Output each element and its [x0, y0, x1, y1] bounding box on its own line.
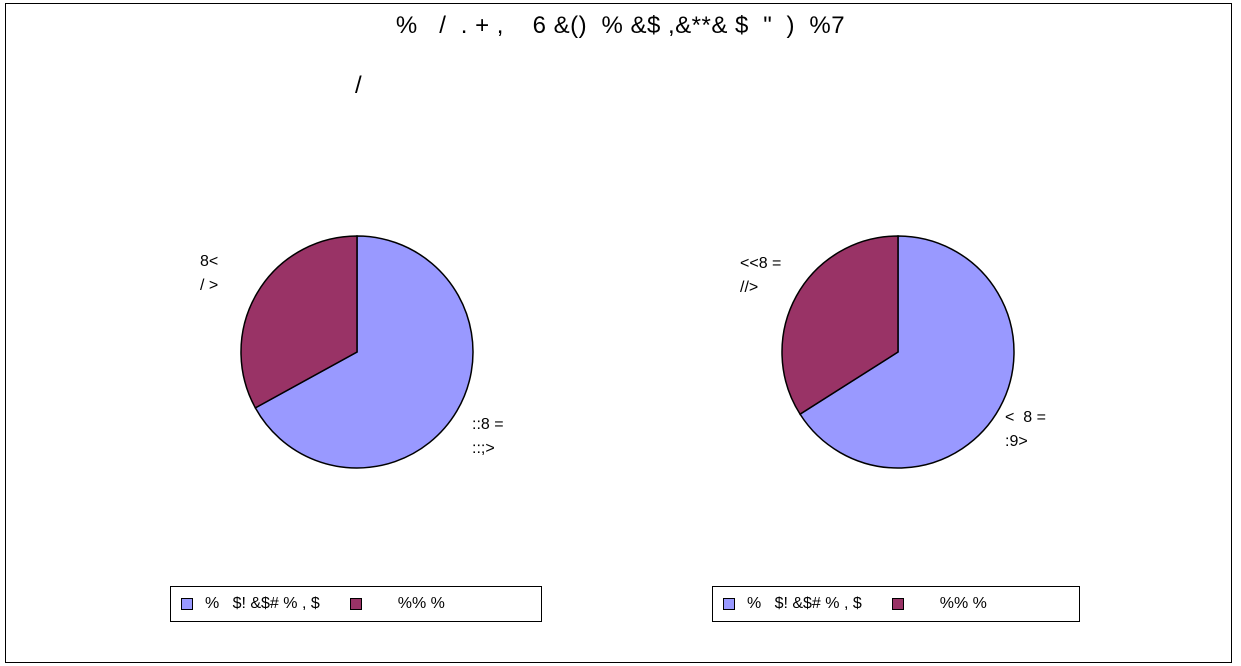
legend-right: % $! &$# % , $ %% %	[712, 586, 1080, 622]
chart-subtitle: /	[355, 72, 362, 99]
slice-data-label: 8< / >	[200, 253, 218, 294]
chart-frame	[5, 3, 1232, 663]
legend-left: % $! &$# % , $ %% %	[170, 586, 542, 622]
legend-item: %% %	[349, 595, 445, 613]
slice-data-label: < 8 =:9>	[1005, 409, 1046, 450]
legend-swatch-series-a	[181, 598, 193, 610]
pie-slice	[799, 235, 1015, 469]
slice-data-label: <<8 =//>	[740, 255, 781, 296]
legend-item: % $! &$# % , $	[723, 595, 862, 613]
chart-title: % / . + , 6 &() % &$ ,&**& $ " ) %7	[395, 12, 846, 39]
legend-label: % $! &$# % , $	[205, 595, 320, 612]
legend-label: %% %	[939, 595, 987, 612]
legend-swatch-series-b	[349, 598, 362, 610]
legend-item: %% %	[891, 595, 987, 613]
legend-item: % $! &$# % , $	[181, 595, 320, 613]
pie-slice	[781, 235, 899, 416]
legend-label: % $! &$# % , $	[747, 595, 862, 612]
legend-swatch-series-a	[723, 598, 735, 610]
slice-data-label: ::8 =::;>	[472, 416, 504, 457]
pie-slice	[240, 235, 358, 409]
legend-label: %% %	[397, 595, 445, 612]
legend-swatch-series-b	[891, 598, 904, 610]
pie-slice	[254, 235, 474, 469]
